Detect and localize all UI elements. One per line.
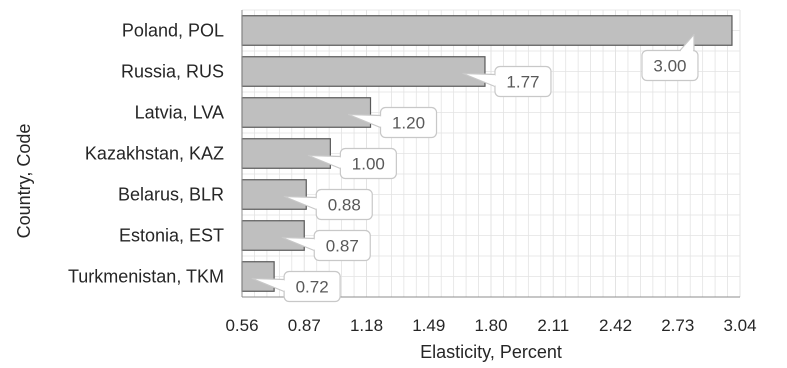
x-axis-title: Elasticity, Percent <box>420 342 562 362</box>
category-label: Russia, RUS <box>121 62 224 82</box>
bar <box>241 138 331 169</box>
bar <box>241 15 733 46</box>
data-label-text: 0.72 <box>296 278 329 297</box>
data-label: 1.77 <box>462 65 552 98</box>
data-label: 0.88 <box>283 188 373 221</box>
data-label-text: 0.87 <box>326 237 359 256</box>
x-tick-label: 1.49 <box>412 316 445 335</box>
x-tick-label: 1.80 <box>474 316 507 335</box>
category-labels: Poland, POL Russia, RUS Latvia, LVA Kazakhs… <box>68 21 224 287</box>
x-tick-label: 0.87 <box>288 316 321 335</box>
data-label-pointer <box>679 33 695 51</box>
data-labels: 3.00 1.77 1.20 1.00 0.88 0.87 0.72 <box>251 33 699 303</box>
x-tick-label: 3.04 <box>723 316 756 335</box>
data-label-pointer <box>307 154 341 170</box>
data-label-text: 1.20 <box>392 114 425 133</box>
data-label-pointer <box>283 195 317 211</box>
x-tick-labels: 0.56 0.87 1.18 1.49 1.80 2.11 2.42 2.73 3.04 <box>225 316 756 335</box>
category-label: Kazakhstan, KAZ <box>85 144 224 164</box>
data-label-box <box>641 49 699 82</box>
data-label-pointer <box>281 236 315 252</box>
data-label: 1.20 <box>347 106 438 139</box>
category-label: Estonia, EST <box>119 226 224 246</box>
category-label: Turkmenistan, TKM <box>68 267 224 287</box>
x-tick-label: 1.18 <box>350 316 383 335</box>
y-axis-title: Country, Code <box>14 124 34 239</box>
data-label-pointer <box>251 277 285 293</box>
data-label: 3.00 <box>641 33 699 82</box>
data-label-pointer <box>462 72 496 88</box>
x-tick-label: 0.56 <box>225 316 258 335</box>
x-tick-label: 2.73 <box>661 316 694 335</box>
bars <box>241 15 733 292</box>
bar <box>241 220 305 251</box>
category-label: Belarus, BLR <box>118 185 224 205</box>
category-label: Poland, POL <box>122 21 224 41</box>
x-tick-label: 2.42 <box>599 316 632 335</box>
data-label: 0.72 <box>251 270 341 303</box>
data-label-text: 3.00 <box>653 57 686 76</box>
bar <box>241 56 486 87</box>
bar <box>241 179 307 210</box>
data-label-text: 1.77 <box>506 73 539 92</box>
data-label: 1.00 <box>307 147 397 180</box>
category-label: Latvia, LVA <box>135 103 224 123</box>
data-label-text: 0.88 <box>328 196 361 215</box>
bar <box>241 97 372 128</box>
bar <box>241 261 275 292</box>
data-label: 0.87 <box>281 229 371 262</box>
data-label-pointer <box>347 113 381 129</box>
x-tick-label: 2.11 <box>537 316 569 335</box>
data-label-text: 1.00 <box>352 155 385 174</box>
